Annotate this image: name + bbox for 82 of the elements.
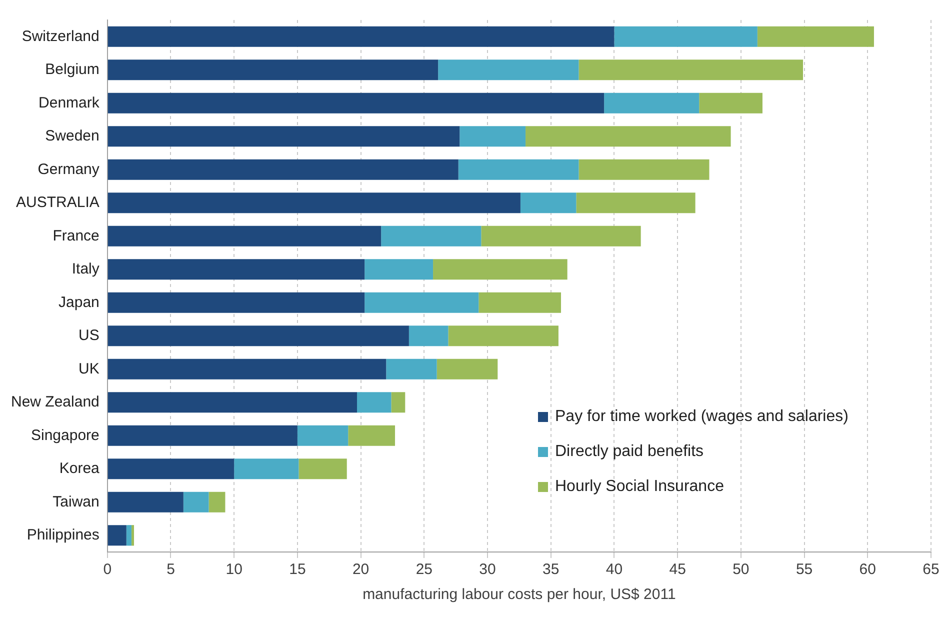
- y-tick-label: AUSTRALIA: [16, 194, 100, 212]
- y-tick-label: Japan: [58, 294, 100, 311]
- bar: [433, 259, 568, 280]
- bar: [458, 159, 579, 180]
- x-tick-label: 40: [606, 561, 623, 578]
- x-tick-label: 60: [859, 561, 876, 578]
- bar: [391, 392, 406, 413]
- bar: [108, 226, 382, 246]
- y-tick-label: Switzerland: [22, 28, 100, 45]
- x-tick-label: 30: [479, 561, 496, 578]
- y-tick-label: Taiwan: [52, 493, 100, 510]
- bar: [576, 192, 696, 214]
- y-tick-label: Germany: [38, 160, 100, 178]
- x-tick-label: 5: [166, 561, 175, 578]
- bar: [408, 326, 448, 346]
- bar: [108, 292, 365, 313]
- bar: [526, 126, 731, 147]
- bar: [348, 425, 396, 446]
- bar: [131, 525, 134, 546]
- bar: [297, 425, 348, 446]
- bar: [364, 259, 434, 280]
- bar: [604, 92, 700, 114]
- x-axis-title: manufacturing labour costs per hour, US$ 2011: [362, 586, 676, 604]
- bar: [234, 458, 299, 480]
- y-tick-label: Singapore: [30, 426, 100, 444]
- bar: [699, 92, 762, 114]
- y-tick-label: Sweden: [45, 128, 100, 145]
- bar: [578, 60, 804, 80]
- bar: [108, 60, 438, 80]
- bar: [108, 92, 604, 114]
- x-tick-label: 55: [796, 561, 813, 578]
- bar: [108, 259, 365, 280]
- bar: [614, 26, 758, 47]
- bar: [578, 159, 710, 180]
- y-tick-label: Korea: [59, 460, 100, 478]
- y-tick-label: UK: [78, 360, 100, 378]
- bar: [520, 192, 576, 214]
- bar: [108, 358, 386, 380]
- bar: [183, 492, 209, 512]
- bar: [108, 492, 184, 512]
- y-tick-label: Denmark: [38, 94, 100, 112]
- x-tick-label: 0: [103, 561, 112, 578]
- bar: [436, 358, 498, 380]
- bar: [448, 326, 558, 346]
- y-tick-label: US: [78, 327, 100, 344]
- bar: [386, 358, 437, 380]
- x-tick-label: 10: [226, 561, 242, 578]
- bar: [108, 525, 126, 546]
- x-tick-label: 65: [922, 561, 940, 578]
- x-tick-label: 45: [669, 561, 686, 578]
- bar: [478, 292, 562, 313]
- bar: [108, 326, 409, 346]
- x-tick-label: 15: [289, 561, 306, 578]
- legend-label: Directly paid benefits: [555, 443, 704, 461]
- y-tick-label: Belgium: [45, 61, 100, 78]
- x-tick-label: 25: [416, 561, 432, 578]
- x-tick-label: 50: [732, 561, 750, 578]
- y-tick-label: Philippines: [26, 526, 100, 544]
- legend-label: Pay for time worked (wages and salaries): [555, 408, 848, 426]
- x-tick-label: 20: [352, 561, 370, 578]
- bar: [108, 159, 458, 180]
- bar: [438, 60, 579, 80]
- bar: [381, 226, 482, 246]
- bar: [108, 425, 298, 446]
- bar: [460, 126, 526, 147]
- bar: [108, 458, 234, 480]
- bar: [364, 292, 479, 313]
- bar: [108, 392, 357, 413]
- bar: [208, 492, 226, 512]
- bar: [108, 126, 460, 147]
- y-tick-label: Italy: [72, 260, 100, 278]
- bar: [481, 226, 641, 246]
- y-tick-label: France: [52, 227, 100, 244]
- bar: [357, 392, 392, 413]
- bar: [126, 525, 132, 546]
- legend-label: Hourly Social Insurance: [555, 478, 724, 496]
- bar: [108, 26, 614, 47]
- y-tick-label: New Zealand: [10, 394, 100, 411]
- bar: [298, 458, 347, 480]
- bar: [108, 192, 520, 214]
- x-tick-label: 35: [542, 561, 560, 578]
- bar: [757, 26, 874, 47]
